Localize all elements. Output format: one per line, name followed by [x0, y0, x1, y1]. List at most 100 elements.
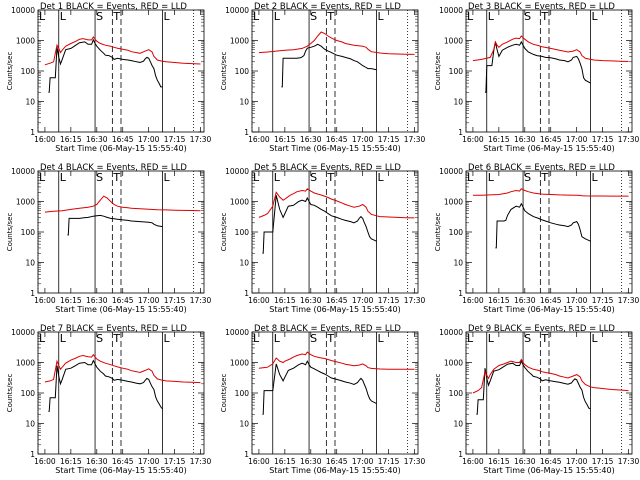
y-tick-label: 100: [21, 228, 36, 237]
y-tick-label: 10: [453, 259, 463, 268]
x-tick-label: 16:15: [488, 296, 510, 305]
y-tick-label: 100: [449, 67, 464, 76]
x-tick-label: 17:00: [566, 457, 588, 466]
y-tick-label: 1000: [444, 198, 463, 207]
time-marker-letter: S: [310, 171, 317, 184]
y-tick-label: 100: [449, 228, 464, 237]
panel-title: Det 7 BLACK = Events, RED = LLD: [40, 324, 187, 334]
y-tick-label: 100: [449, 389, 464, 398]
y-tick-label: 1000: [444, 37, 463, 46]
panel-det-8: Det 8 BLACK = Events, RED = LLD 1 10 100 100…: [220, 324, 426, 475]
y-tick-label: 1: [30, 450, 35, 459]
time-marker-letter: L: [274, 10, 281, 23]
panel-title: Det 6 BLACK = Events, RED = LLD: [468, 163, 615, 173]
x-tick-label: 17:00: [138, 135, 160, 144]
x-tick-label: 17:15: [164, 457, 186, 466]
y-tick-label: 10000: [225, 167, 249, 176]
x-tick-label: 17:00: [352, 135, 374, 144]
series-lld-line: [44, 353, 201, 384]
time-marker-letter: T: [112, 171, 120, 184]
x-axis-label: Start Time (06-May-15 15:55:40): [483, 305, 614, 314]
y-tick-label: 10000: [11, 6, 35, 15]
time-marker-letter: L: [164, 10, 171, 23]
series-lld-line: [258, 31, 415, 55]
time-marker-letter: T: [112, 332, 120, 345]
x-tick-label: 16:30: [86, 135, 108, 144]
y-tick-label: 10: [25, 420, 35, 429]
panel-title: Det 5 BLACK = Events, RED = LLD: [254, 163, 401, 173]
y-tick-label: 1: [458, 450, 463, 459]
y-axis-label: Counts/sec: [434, 374, 442, 413]
y-axis-label: Counts/sec: [220, 374, 228, 413]
y-axis-label: Counts/sec: [220, 52, 228, 91]
x-tick-label: 16:15: [274, 296, 296, 305]
panel-det-9: Det 9 BLACK = Events, RED = LLD 1 10 100 100…: [434, 324, 640, 475]
panel-title: Det 4 BLACK = Events, RED = LLD: [40, 163, 187, 173]
panel-det-1: Det 1 BLACK = Events, RED = LLD 1 10 100 100…: [6, 2, 212, 153]
series-lld-line: [44, 195, 201, 213]
time-marker-letter: L: [592, 10, 599, 23]
y-tick-label: 10000: [439, 167, 463, 176]
y-tick-label: 10: [453, 420, 463, 429]
panel-det-7: Det 7 BLACK = Events, RED = LLD 1 10 100 100…: [6, 324, 212, 475]
panel-det-6: Det 6 BLACK = Events, RED = LLD 1 10 100 100…: [434, 163, 640, 314]
y-tick-label: 10: [239, 98, 249, 107]
x-tick-label: 16:15: [274, 457, 296, 466]
time-marker-letter: L: [60, 10, 67, 23]
series-events-line: [262, 360, 377, 415]
x-tick-label: 16:00: [462, 457, 484, 466]
x-tick-label: 16:15: [60, 296, 82, 305]
y-tick-label: 10: [453, 98, 463, 107]
time-marker-letter: L: [488, 332, 495, 345]
x-tick-label: 16:00: [248, 296, 270, 305]
x-tick-label: 16:15: [60, 135, 82, 144]
x-axis-label: Start Time (06-May-15 15:55:40): [269, 305, 400, 314]
x-tick-label: 17:15: [378, 135, 400, 144]
series-lld-line: [258, 188, 415, 219]
time-marker-letter: S: [310, 332, 317, 345]
panel-det-3: Det 3 BLACK = Events, RED = LLD 1 10 100 100…: [434, 2, 640, 153]
x-tick-label: 16:15: [60, 457, 82, 466]
y-tick-label: 10000: [225, 6, 249, 15]
x-tick-label: 17:00: [138, 296, 160, 305]
x-axis-label: Start Time (06-May-15 15:55:40): [269, 466, 400, 475]
y-tick-label: 10: [25, 98, 35, 107]
x-tick-label: 16:45: [112, 296, 134, 305]
y-tick-label: 100: [21, 67, 36, 76]
time-marker-letter: L: [253, 332, 260, 345]
x-tick-label: 16:15: [488, 135, 510, 144]
x-tick-label: 17:15: [592, 296, 614, 305]
time-marker-letter: T: [540, 171, 548, 184]
y-tick-label: 100: [21, 389, 36, 398]
panel-det-5: Det 5 BLACK = Events, RED = LLD 1 10 100 100…: [220, 163, 426, 314]
time-marker-letter: S: [96, 10, 103, 23]
x-tick-label: 16:15: [274, 135, 296, 144]
x-tick-label: 16:00: [34, 457, 56, 466]
time-marker-letter: S: [524, 332, 531, 345]
time-marker-letter: S: [96, 332, 103, 345]
x-axis-label: Start Time (06-May-15 15:55:40): [55, 305, 186, 314]
y-tick-label: 100: [235, 228, 250, 237]
time-marker-letter: L: [164, 332, 171, 345]
time-marker-letter: T: [326, 332, 334, 345]
y-tick-label: 10: [239, 259, 249, 268]
time-marker-letter: S: [310, 10, 317, 23]
x-axis-label: Start Time (06-May-15 15:55:40): [55, 466, 186, 475]
time-marker-letter: L: [164, 171, 171, 184]
x-tick-label: 16:00: [248, 135, 270, 144]
time-marker-letter: L: [378, 171, 385, 184]
x-tick-label: 17:30: [190, 135, 212, 144]
y-tick-label: 100: [235, 67, 250, 76]
panel-title: Det 2 BLACK = Events, RED = LLD: [254, 2, 401, 12]
x-tick-label: 16:30: [300, 135, 322, 144]
time-marker-letter: S: [524, 171, 531, 184]
y-tick-label: 100: [235, 389, 250, 398]
time-marker-letter: L: [378, 332, 385, 345]
y-tick-label: 10: [239, 420, 249, 429]
series-events-line: [281, 43, 377, 88]
x-tick-label: 17:30: [404, 457, 426, 466]
time-marker-letter: L: [488, 10, 495, 23]
x-tick-label: 16:45: [326, 296, 348, 305]
y-tick-label: 1000: [230, 37, 249, 46]
x-tick-label: 16:30: [514, 457, 536, 466]
